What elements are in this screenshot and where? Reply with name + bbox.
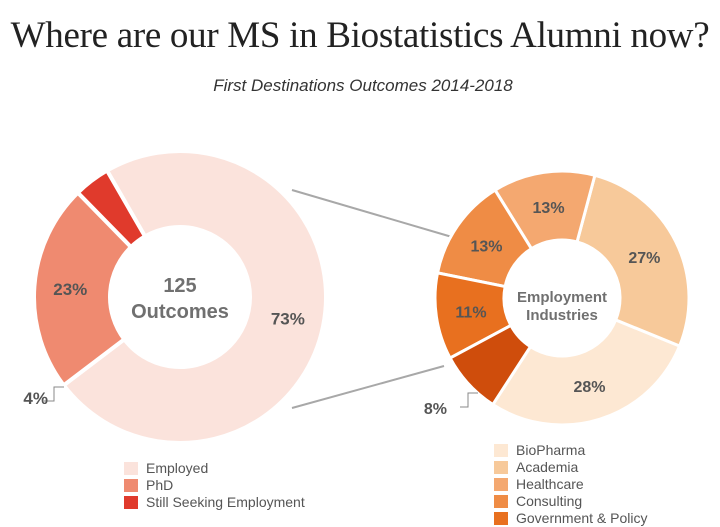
legend-swatch: [494, 461, 508, 474]
legend-label: Healthcare: [516, 476, 584, 492]
legend-swatch: [494, 495, 508, 508]
slice-label: 28%: [573, 379, 605, 396]
legend-label: Employed: [146, 460, 209, 476]
legend-swatch: [124, 479, 138, 492]
connector-line: [291, 365, 445, 409]
legend-label: PhD: [146, 477, 174, 493]
legend-label: BioPharma: [516, 442, 586, 458]
donut-slice: [60, 149, 328, 445]
slice-label: 13%: [533, 200, 565, 217]
legend-swatch: [494, 444, 508, 457]
callout-line: [460, 392, 478, 408]
legend-label: Government & Policy: [516, 510, 648, 526]
center-label: 125: [163, 275, 196, 297]
legend-label: Still Seeking Employment: [146, 494, 305, 510]
center-label: Industries: [526, 307, 598, 324]
donut-slice: [75, 167, 148, 250]
legend-item-academia: Academia: [494, 459, 648, 476]
legend-label: Academia: [516, 459, 579, 475]
center-label: Employment: [517, 289, 607, 306]
donut-slice: [490, 317, 682, 427]
connector-line: [291, 189, 453, 238]
slice-label: 4%: [23, 389, 48, 408]
slice-label: 11%: [455, 304, 486, 321]
legend-item-biopharma: BioPharma: [494, 442, 648, 459]
slice-label: 13%: [470, 238, 502, 255]
legend-label: Consulting: [516, 493, 583, 509]
slice-label: 73%: [271, 310, 305, 329]
chart-title: Where are our MS in Biostatistics Alumni…: [10, 15, 710, 56]
industries-legend: BioPharma Academia Healthcare Consulting…: [494, 442, 648, 527]
legend-item-phd: PhD: [124, 477, 305, 494]
legend-item-still-seeking: Still Seeking Employment: [124, 494, 305, 511]
chart-subtitle: First Destinations Outcomes 2014-2018: [213, 76, 513, 95]
legend-swatch: [124, 496, 138, 509]
legend-swatch: [124, 462, 138, 475]
legend-item-healthcare: Healthcare: [494, 476, 648, 493]
legend-swatch: [494, 512, 508, 525]
donut-slice: [32, 189, 134, 389]
donut-slice: [435, 187, 534, 289]
legend-item-government-policy: Government & Policy: [494, 510, 648, 527]
legend-swatch: [494, 478, 508, 491]
donut-slice: [433, 271, 513, 361]
legend-item-consulting: Consulting: [494, 493, 648, 510]
slice-label: 8%: [424, 401, 447, 418]
slice-label: 23%: [53, 280, 87, 299]
legend-item-employed: Employed: [124, 460, 305, 477]
slice-label: 27%: [628, 250, 660, 267]
outcomes-legend: Employed PhD Still Seeking Employment: [124, 460, 305, 511]
center-label: Outcomes: [131, 301, 229, 323]
donut-slice: [448, 323, 533, 407]
callout-line: [44, 386, 64, 402]
donut-slice: [575, 173, 691, 348]
